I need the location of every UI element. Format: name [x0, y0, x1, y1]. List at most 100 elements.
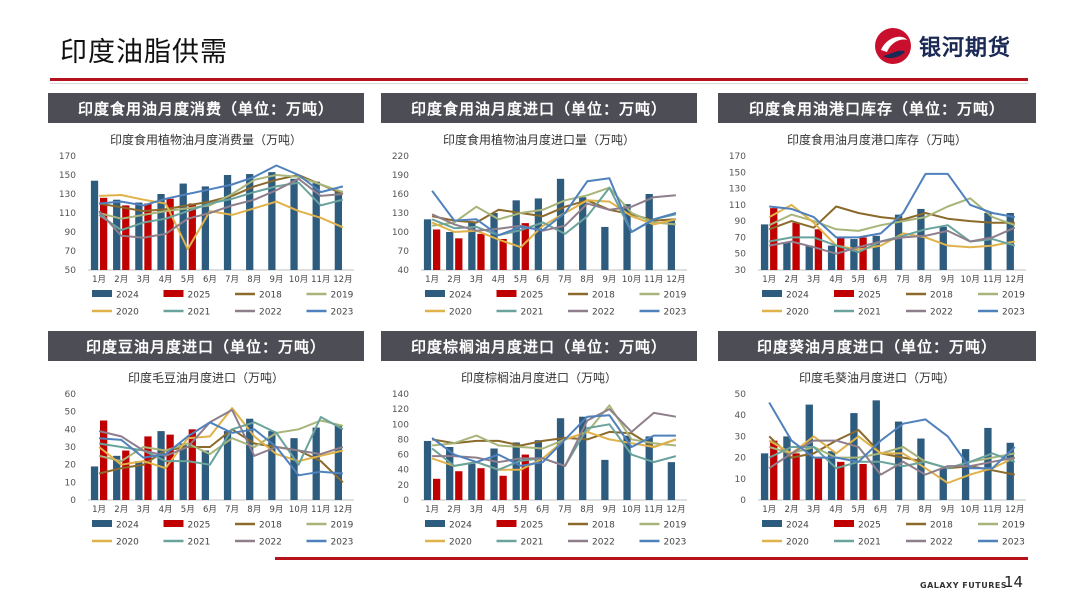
- bar-2024: [312, 427, 320, 500]
- bar-2024: [894, 421, 903, 500]
- x-tick-label: 11月: [983, 275, 1002, 285]
- y-tick-label: 80: [398, 435, 410, 445]
- legend-label-2023: 2023: [664, 538, 687, 548]
- legend-label-2025: 2025: [521, 291, 544, 301]
- series-line-2022: [768, 439, 1015, 476]
- top-divider: [50, 78, 1028, 81]
- series-line-2020: [768, 435, 1016, 484]
- bar-2024: [984, 427, 992, 500]
- x-tick-label: 9月: [602, 505, 616, 515]
- x-tick-label: 6月: [203, 275, 217, 285]
- series-line-2022: [431, 194, 676, 232]
- legend-label-2019: 2019: [1002, 291, 1025, 301]
- bar-2024: [760, 224, 769, 270]
- bar-2025: [837, 461, 845, 500]
- y-tick-label: 30: [735, 266, 747, 276]
- x-tick-label: 10月: [622, 275, 641, 285]
- legend-label-2021: 2021: [521, 308, 544, 318]
- bar-2024: [645, 194, 653, 270]
- legend-swatch-2024: [92, 520, 112, 527]
- series-line-2023: [99, 164, 344, 207]
- x-tick-label: 10月: [961, 275, 980, 285]
- x-tick-label: 12月: [1005, 505, 1024, 515]
- series-line-2021: [98, 181, 344, 232]
- chart-sunoil: 印度毛葵油月度进口（万吨） 0 10 20 30 40 50 1月 2月 3月 4月 5月 6月 7月 8月…: [735, 370, 1026, 548]
- bar-2024: [512, 200, 520, 270]
- bar-2024: [90, 180, 99, 270]
- y-tick-label: 0: [740, 496, 746, 506]
- bar-2024: [446, 447, 454, 500]
- x-tick-label: 8月: [580, 275, 594, 285]
- y-tick-label: 30: [735, 432, 747, 442]
- legend-label-2025: 2025: [188, 291, 211, 301]
- panel-header-consumption: 印度食用油月度消费（单位：万吨）: [48, 93, 364, 123]
- x-tick-label: 4月: [159, 505, 173, 515]
- bar-2024: [201, 450, 210, 500]
- bar-2024: [827, 451, 836, 500]
- x-tick-label: 7月: [896, 505, 910, 515]
- x-tick-label: 9月: [941, 505, 955, 515]
- bar-2025: [166, 434, 174, 500]
- chart-title: 印度毛葵油月度进口（万吨）: [799, 370, 955, 385]
- panel-header-port-stock: 印度食用油港口库存（单位：万吨）: [718, 93, 1036, 123]
- x-tick-label: 4月: [492, 505, 506, 515]
- x-tick-label: 6月: [874, 275, 888, 285]
- legend-label-2023: 2023: [664, 308, 687, 318]
- bar-2024: [850, 239, 858, 270]
- x-tick-label: 6月: [203, 505, 217, 515]
- bar-2024: [113, 455, 121, 500]
- bar-2024: [556, 418, 565, 500]
- panel-header-palmoil: 印度棕榈油月度进口（单位：万吨）: [381, 331, 697, 361]
- panel-header-import: 印度食用油月度进口（单位：万吨）: [381, 93, 697, 123]
- chart-title: 印度毛豆油月度进口（万吨）: [128, 370, 284, 385]
- bar-2025: [144, 436, 152, 500]
- legend-label-2020: 2020: [116, 538, 139, 548]
- page-number: 14: [1004, 573, 1024, 591]
- y-tick-label: 70: [65, 247, 77, 257]
- y-tick-label: 140: [392, 390, 409, 400]
- bar-2025: [792, 453, 800, 500]
- x-tick-label: 5月: [181, 275, 195, 285]
- legend-swatch-2025: [163, 290, 184, 297]
- bar-2025: [770, 208, 778, 270]
- legend-label-2023: 2023: [331, 538, 354, 548]
- x-tick-label: 2月: [447, 275, 461, 285]
- legend-label-2019: 2019: [331, 521, 354, 531]
- y-tick-label: 130: [729, 185, 746, 195]
- x-tick-label: 3月: [136, 275, 150, 285]
- series-line-2023: [768, 401, 1016, 470]
- x-tick-label: 7月: [225, 275, 239, 285]
- y-tick-label: 100: [392, 420, 409, 430]
- legend-label-2022: 2022: [930, 538, 953, 548]
- x-tick-label: 3月: [469, 505, 483, 515]
- x-tick-label: 12月: [666, 275, 685, 285]
- y-tick-label: 70: [735, 233, 747, 243]
- bar-2024: [760, 453, 769, 500]
- bar-2024: [894, 214, 903, 270]
- x-tick-label: 9月: [602, 275, 616, 285]
- bar-2024: [961, 449, 970, 500]
- bar-2024: [179, 183, 187, 270]
- bar-2025: [792, 222, 800, 270]
- legend-label-2018: 2018: [592, 521, 615, 531]
- bar-2024: [805, 404, 813, 500]
- y-tick-label: 220: [392, 152, 409, 162]
- y-tick-label: 40: [398, 266, 410, 276]
- legend-label-2020: 2020: [449, 538, 472, 548]
- legend-label-2020: 2020: [786, 308, 809, 318]
- bar-2024: [157, 431, 165, 500]
- legend-label-2023: 2023: [331, 308, 354, 318]
- y-tick-label: 150: [729, 168, 746, 178]
- x-tick-label: 11月: [983, 505, 1002, 515]
- y-tick-label: 170: [729, 152, 746, 162]
- legend-label-2024: 2024: [449, 291, 472, 301]
- chart-port-stock: 印度食用油月度港口库存（万吨） 30 50 70 90 110 130 150 170 1月 2月 3…: [729, 132, 1026, 318]
- footer-brand: GALAXY FUTURES: [920, 581, 1008, 590]
- legend-label-2020: 2020: [116, 308, 139, 318]
- series-line-2021: [98, 416, 344, 466]
- bar-2024: [534, 440, 543, 500]
- x-tick-label: 10月: [622, 505, 641, 515]
- bar-2024: [223, 175, 232, 270]
- bar-2024: [1006, 442, 1014, 500]
- top-divider-thin: [50, 83, 1028, 84]
